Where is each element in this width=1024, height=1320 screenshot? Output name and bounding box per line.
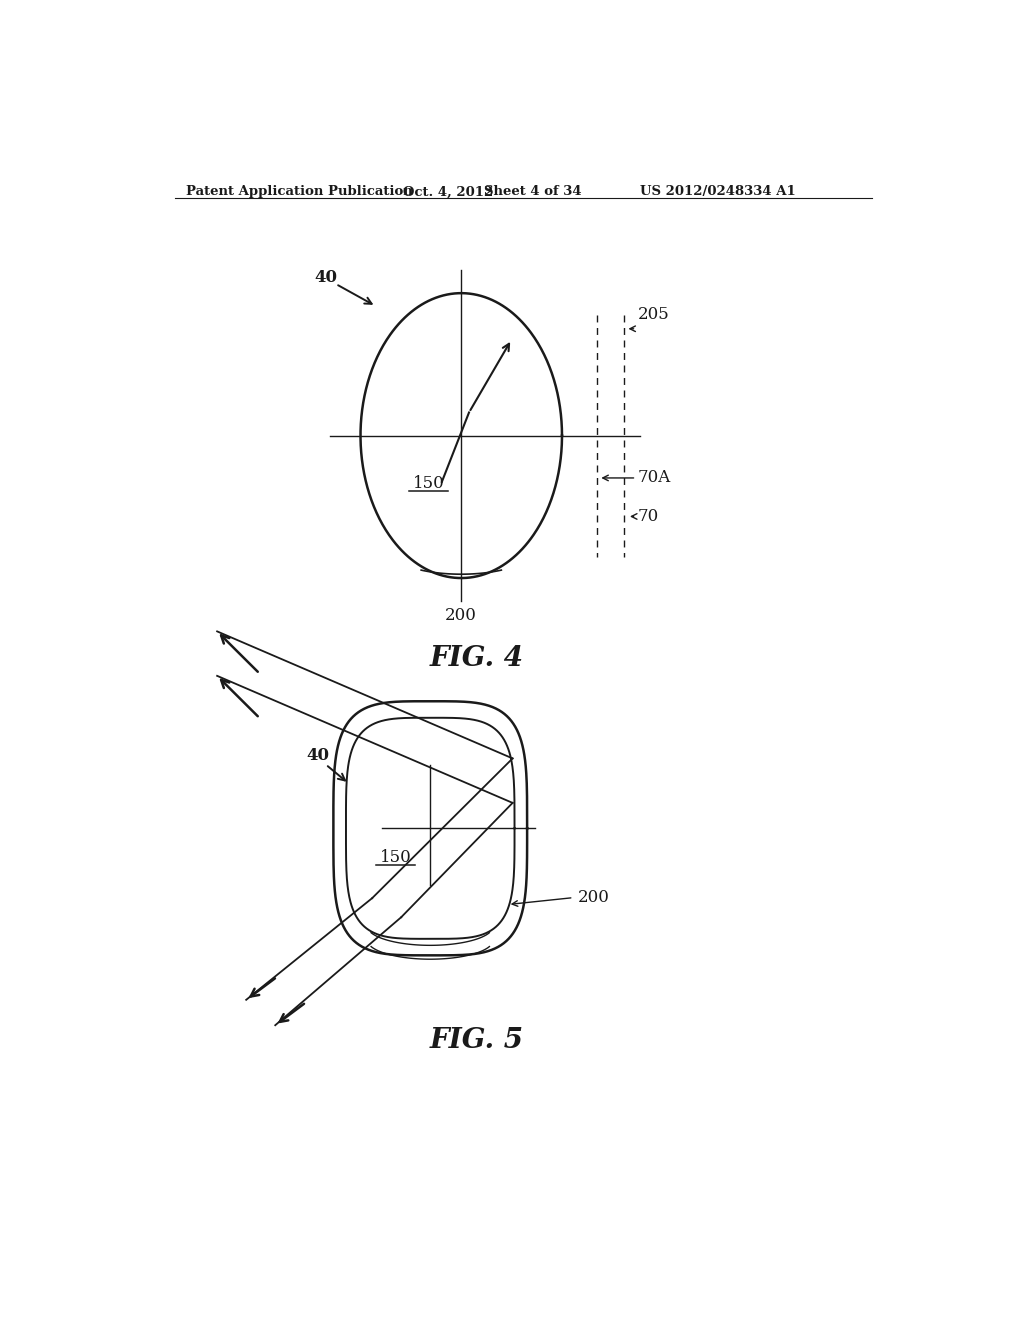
Text: 70A: 70A — [638, 470, 671, 487]
Text: 200: 200 — [578, 890, 609, 906]
Text: 40: 40 — [314, 269, 337, 286]
Text: Oct. 4, 2012: Oct. 4, 2012 — [403, 185, 494, 198]
Text: 205: 205 — [638, 306, 670, 323]
Text: 150: 150 — [413, 475, 444, 492]
Text: Patent Application Publication: Patent Application Publication — [186, 185, 413, 198]
Text: Sheet 4 of 34: Sheet 4 of 34 — [484, 185, 582, 198]
Text: 70: 70 — [638, 508, 659, 525]
Text: 40: 40 — [306, 747, 330, 764]
Text: US 2012/0248334 A1: US 2012/0248334 A1 — [640, 185, 796, 198]
Text: FIG. 4: FIG. 4 — [430, 645, 523, 672]
Text: FIG. 5: FIG. 5 — [430, 1027, 523, 1053]
Text: 200: 200 — [445, 606, 477, 623]
Text: 150: 150 — [380, 849, 412, 866]
